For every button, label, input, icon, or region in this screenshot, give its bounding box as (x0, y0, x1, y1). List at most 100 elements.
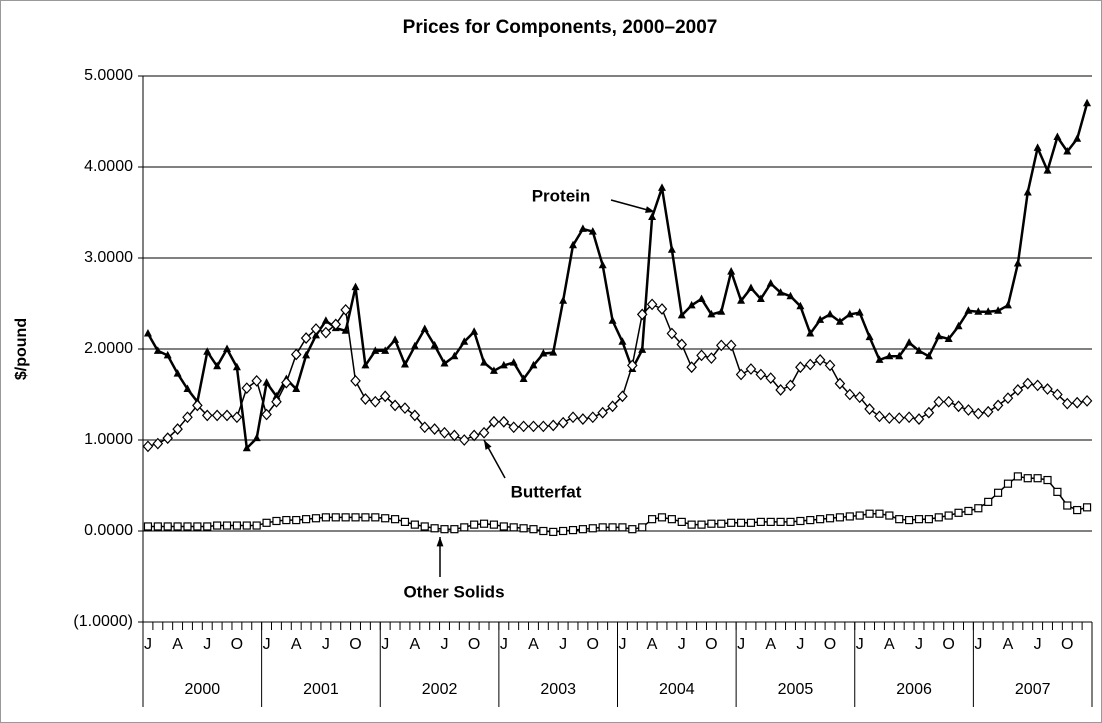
marker (1061, 397, 1073, 410)
marker (1033, 143, 1042, 151)
x-tick-label: J (203, 636, 211, 653)
marker (578, 525, 588, 534)
marker (172, 423, 183, 435)
x-tick-label: J (678, 636, 686, 653)
marker (361, 360, 370, 369)
marker (509, 358, 518, 366)
marker (786, 517, 795, 527)
marker (519, 374, 528, 383)
marker (855, 308, 864, 316)
marker (399, 402, 411, 415)
y-axis-label: $/pound (13, 318, 30, 380)
marker (865, 509, 874, 518)
marker (895, 515, 904, 524)
marker (360, 393, 371, 405)
marker (341, 513, 350, 522)
marker (450, 351, 459, 360)
marker (163, 522, 172, 531)
marker (598, 260, 607, 269)
marker (529, 525, 538, 534)
marker (559, 296, 568, 304)
marker (597, 406, 608, 419)
marker (816, 315, 825, 323)
marker (845, 309, 854, 318)
marker (538, 420, 549, 433)
marker (766, 517, 775, 527)
x-tick-label: O (587, 636, 599, 653)
marker (984, 307, 993, 315)
marker (834, 377, 846, 390)
x-tick-label: O (1061, 636, 1073, 653)
marker (213, 521, 222, 530)
marker (242, 521, 251, 530)
marker (607, 400, 618, 413)
marker (557, 416, 569, 429)
marker (321, 513, 330, 522)
marker (903, 411, 915, 424)
marker (440, 525, 449, 534)
annotation-arrowhead (436, 537, 444, 547)
marker (895, 351, 904, 360)
marker (192, 399, 203, 412)
marker (588, 227, 597, 235)
marker (480, 358, 489, 366)
marker (992, 399, 1004, 412)
x-tick-label: O (349, 636, 361, 653)
marker (1082, 503, 1092, 512)
marker (1032, 379, 1043, 392)
marker (390, 515, 400, 524)
marker (667, 515, 676, 524)
marker (854, 391, 866, 404)
marker (696, 349, 707, 362)
marker (379, 390, 391, 403)
marker (657, 513, 667, 522)
marker (232, 521, 242, 530)
marker (982, 405, 994, 418)
marker (292, 384, 301, 393)
marker (687, 520, 696, 529)
marker (389, 399, 401, 412)
x-tick-label: A (884, 636, 895, 653)
marker (1053, 132, 1062, 140)
marker (766, 278, 775, 287)
marker (420, 522, 429, 531)
x-tick-label: J (796, 636, 804, 653)
marker (567, 411, 579, 424)
x-tick-label: J (322, 636, 330, 653)
marker (1063, 147, 1072, 155)
marker (559, 526, 568, 536)
marker (667, 245, 676, 253)
x-tick-label: J (618, 636, 626, 653)
x-tick-label: A (647, 636, 658, 653)
marker (835, 513, 845, 522)
marker (478, 426, 490, 439)
marker (636, 308, 648, 321)
marker (598, 523, 607, 532)
marker (290, 348, 302, 361)
marker (776, 517, 785, 527)
marker (627, 359, 638, 372)
marker (460, 337, 469, 345)
chart-title: Prices for Components, 2000–2007 (403, 17, 718, 38)
marker (943, 395, 954, 408)
marker (934, 331, 943, 340)
marker (715, 339, 727, 352)
marker (410, 341, 419, 350)
marker (539, 526, 548, 536)
marker (430, 524, 439, 533)
marker (400, 517, 410, 527)
marker (885, 511, 894, 520)
marker (499, 360, 508, 369)
marker (578, 224, 587, 232)
marker (450, 525, 459, 534)
year-label: 2007 (1015, 681, 1051, 698)
marker (162, 432, 174, 445)
marker (875, 509, 884, 518)
marker (727, 267, 736, 275)
marker (519, 524, 528, 533)
x-tick-label: J (500, 636, 508, 653)
marker (964, 306, 973, 314)
x-tick-label: J (856, 636, 864, 653)
marker (458, 434, 470, 446)
